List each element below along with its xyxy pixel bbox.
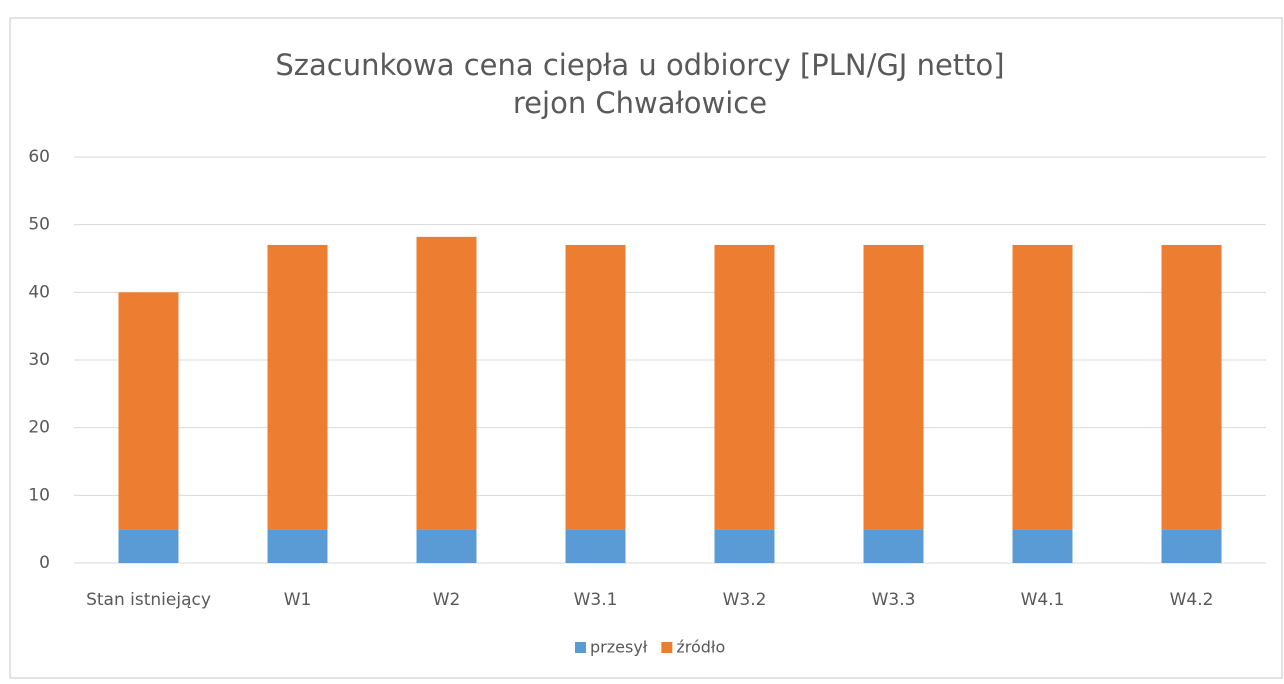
x-tick-label: W2 bbox=[433, 590, 461, 610]
bar-segment bbox=[714, 244, 775, 530]
bar-segment bbox=[118, 529, 179, 563]
y-tick-label: 0 bbox=[39, 553, 50, 573]
bar-segment bbox=[118, 292, 179, 530]
bar-segment bbox=[1012, 529, 1073, 563]
bar-segment bbox=[267, 244, 328, 530]
bar-segment bbox=[416, 236, 477, 530]
bar-segment bbox=[565, 244, 626, 530]
bar-segment bbox=[863, 244, 924, 530]
bar-segment bbox=[416, 529, 477, 563]
y-tick-label: 60 bbox=[28, 147, 50, 167]
x-tick-label: W3.1 bbox=[574, 590, 618, 610]
y-tick-label: 30 bbox=[28, 350, 50, 370]
legend-label: źródło bbox=[676, 638, 725, 657]
x-tick-label: Stan istniejący bbox=[86, 590, 211, 610]
bar-segment bbox=[714, 529, 775, 563]
chart-subtitle: rejon Chwałowice bbox=[513, 86, 767, 120]
y-tick-label: 20 bbox=[28, 418, 50, 438]
x-tick-label: W4.2 bbox=[1170, 590, 1214, 610]
y-tick-label: 40 bbox=[28, 282, 50, 302]
bar-segment bbox=[1161, 529, 1222, 563]
x-tick-label: W4.1 bbox=[1021, 590, 1065, 610]
x-tick-label: W1 bbox=[284, 590, 312, 610]
bar-segment bbox=[565, 529, 626, 563]
legend-swatch bbox=[661, 642, 673, 653]
bar-segment bbox=[1161, 244, 1222, 530]
bar-segment bbox=[267, 529, 328, 563]
chart-title: Szacunkowa cena ciepła u odbiorcy [PLN/G… bbox=[275, 48, 1004, 82]
bar-segment bbox=[1012, 244, 1073, 530]
legend-swatch bbox=[575, 642, 586, 653]
bar-segment bbox=[863, 529, 924, 563]
y-tick-label: 10 bbox=[28, 485, 50, 505]
y-tick-label: 50 bbox=[28, 215, 50, 235]
legend-label: przesył bbox=[590, 638, 648, 657]
x-tick-label: W3.3 bbox=[872, 590, 916, 610]
x-tick-label: W3.2 bbox=[723, 590, 767, 610]
